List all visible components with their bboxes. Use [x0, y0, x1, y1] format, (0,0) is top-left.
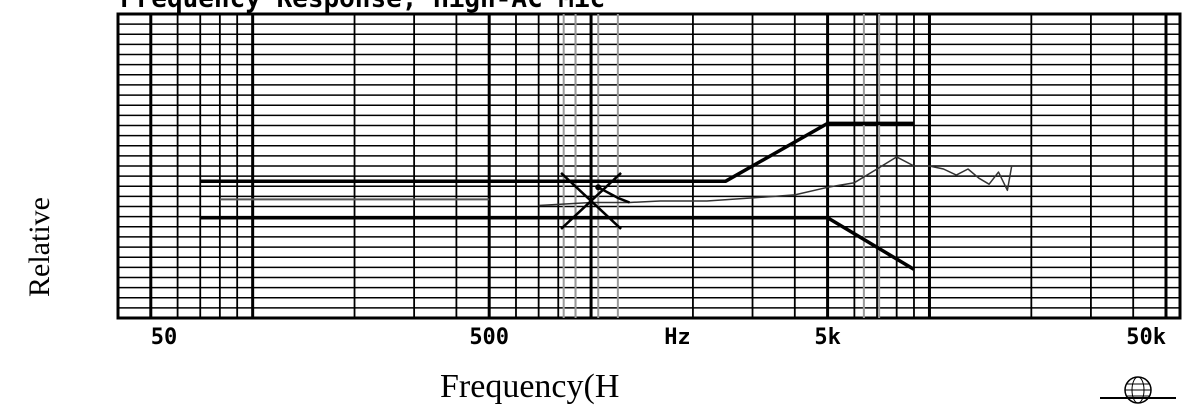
x-tick-label: 50: [151, 325, 178, 350]
crossover-mark: [560, 172, 622, 230]
series-lower-tolerance: [200, 215, 915, 271]
x-tick-label: Hz: [664, 325, 691, 350]
x-axis-label-container: Frequency(H: [440, 370, 740, 410]
x-tick-label: 50k: [1126, 325, 1166, 350]
x-axis-label: Frequency(H: [440, 370, 620, 405]
logo-globe-icon: [1100, 376, 1176, 404]
series-response: [538, 156, 1013, 207]
x-tick-label: 500: [469, 325, 509, 350]
series-reference-marker: [597, 186, 631, 204]
reference-dot: [595, 184, 602, 191]
x-tick-label: 5k: [814, 325, 841, 350]
series-upper-tolerance: [200, 121, 914, 183]
chart-title: Frequency Response, High-AC Mic: [120, 0, 605, 14]
y-axis-label: Relative: [23, 197, 56, 297]
chart-title-container: Frequency Response, High-AC Mic: [120, 0, 1180, 14]
